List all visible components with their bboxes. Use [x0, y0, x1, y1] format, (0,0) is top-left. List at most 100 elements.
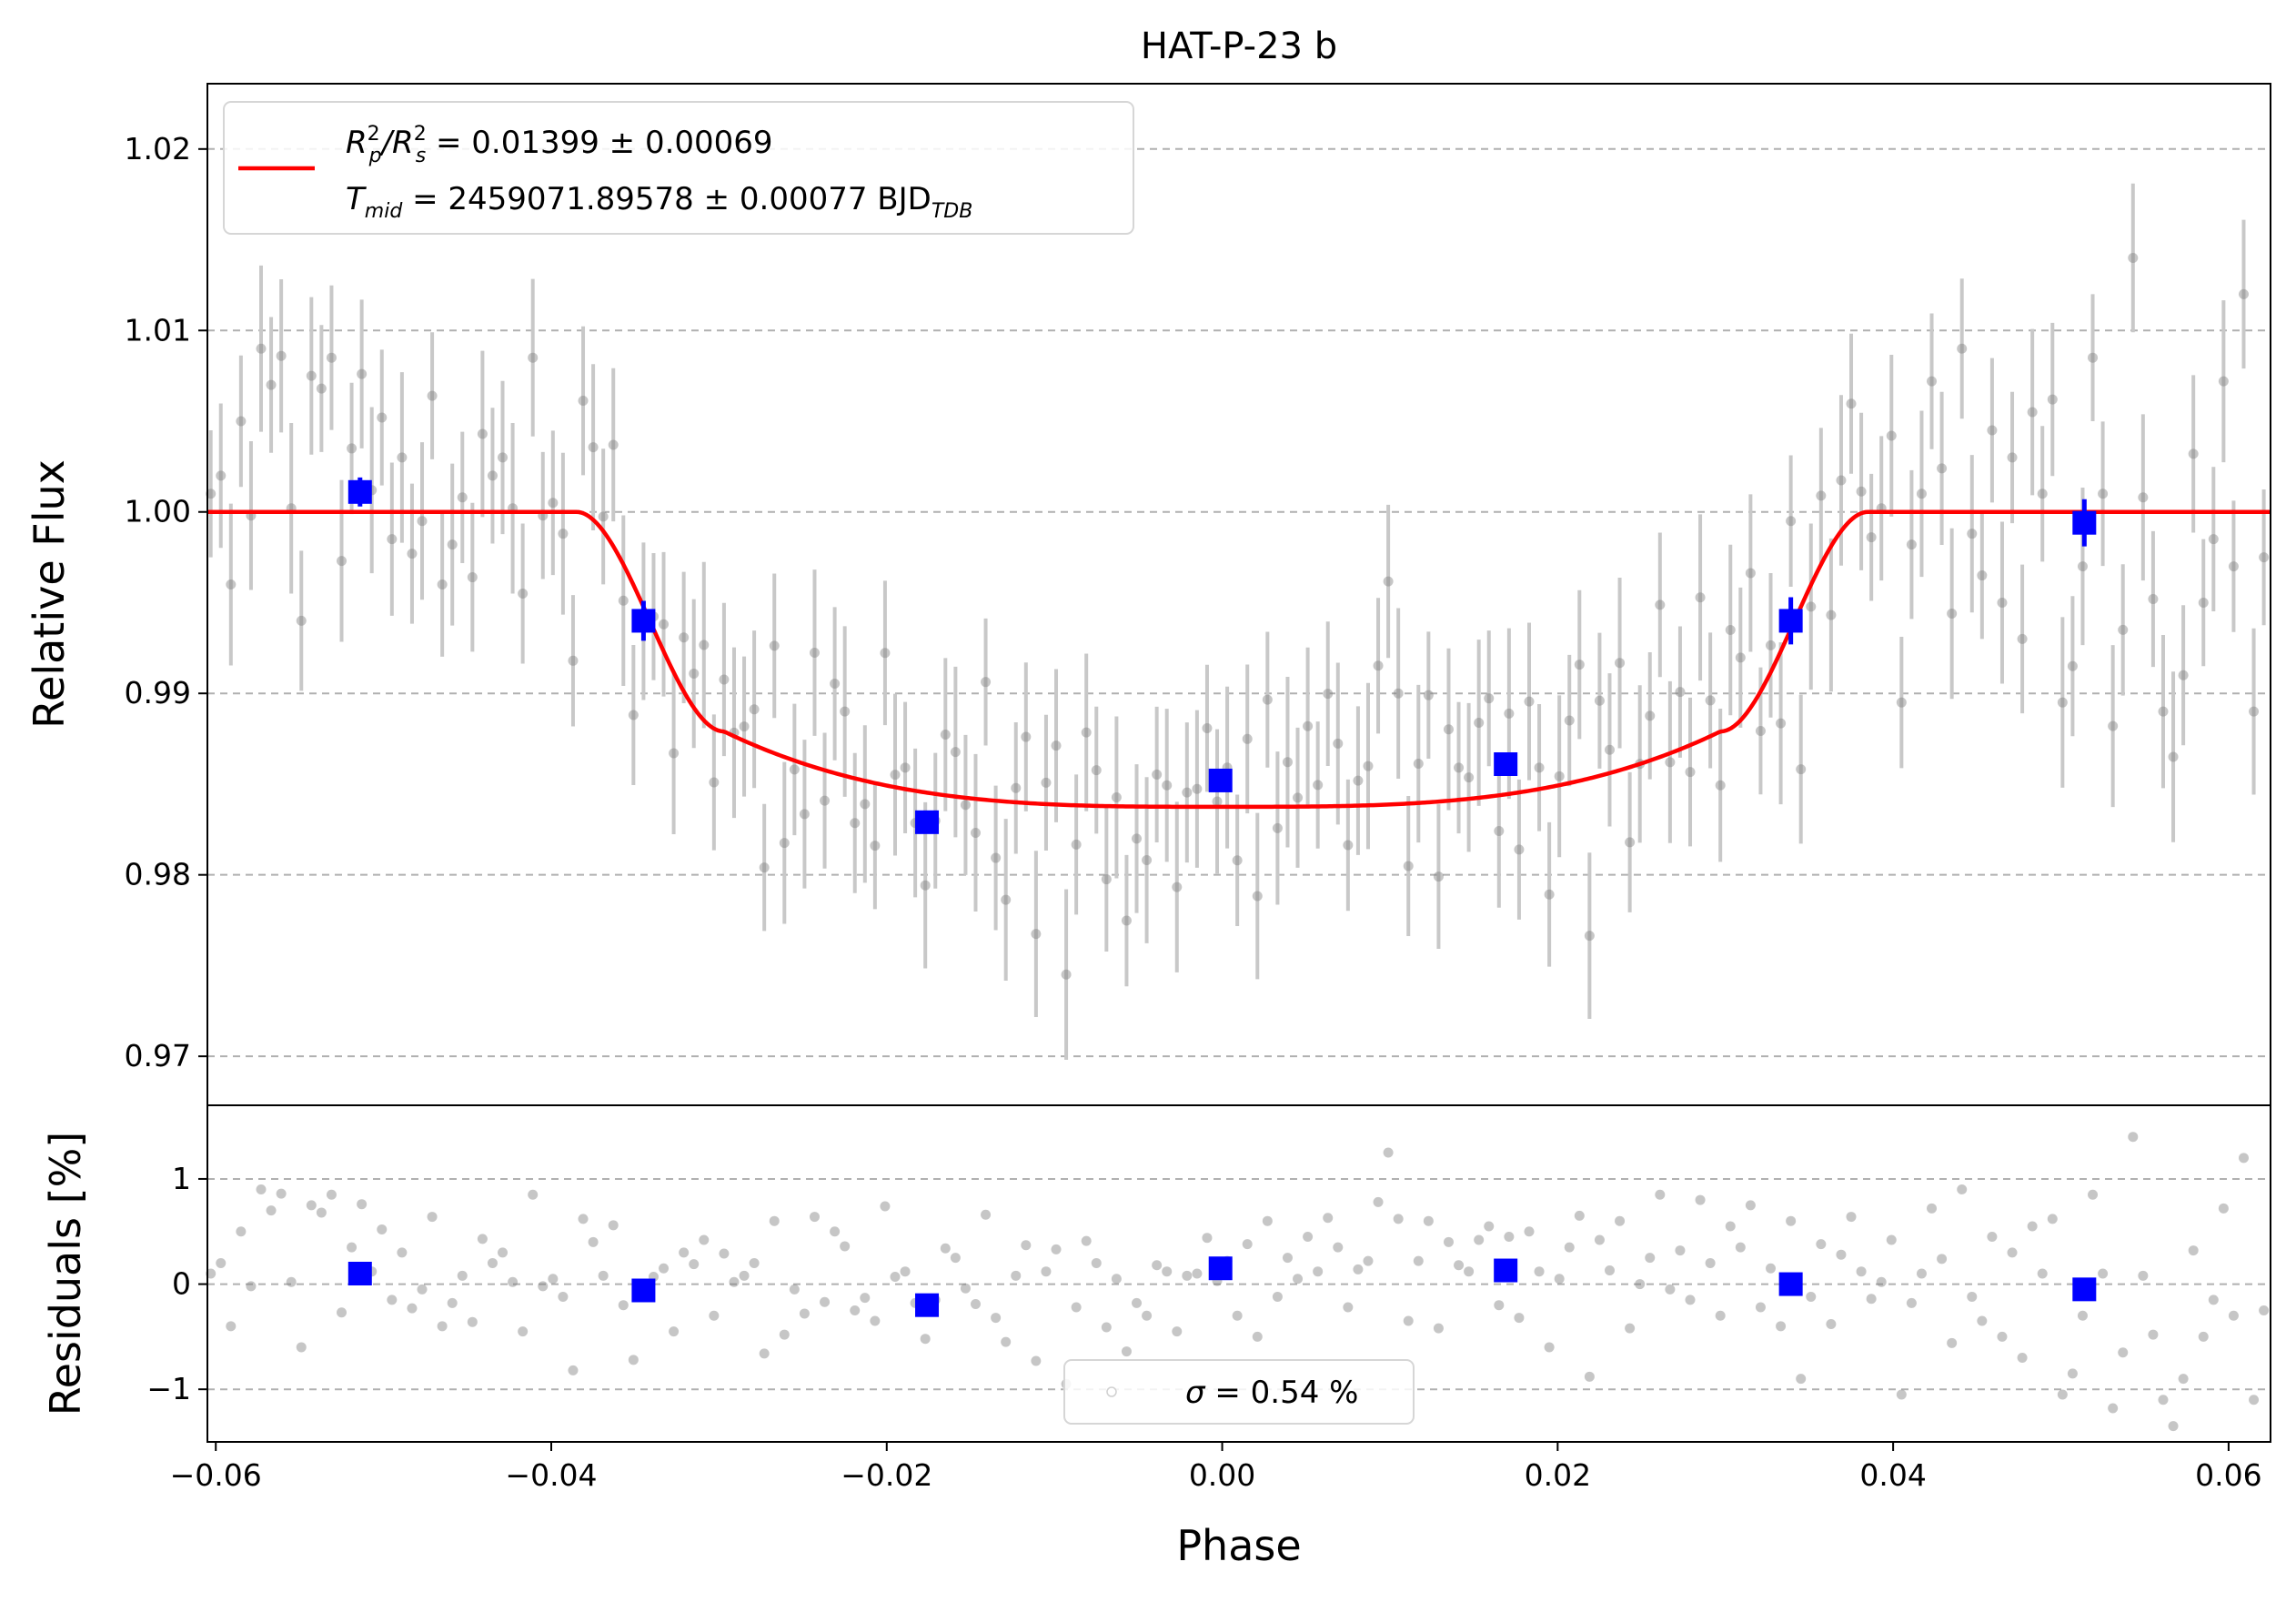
raw-point [2007, 452, 2018, 463]
residual-point [1293, 1274, 1304, 1285]
residual-point [1705, 1257, 1716, 1268]
raw-point [447, 539, 458, 550]
residual-point [457, 1270, 468, 1281]
raw-point [860, 799, 871, 810]
top-panel-y-ticks: 0.97 0.98 0.99 1.00 1.01 1.02 [125, 131, 207, 1073]
raw-point [1997, 597, 2008, 608]
residual-point [1605, 1265, 1616, 1276]
raw-point [266, 379, 277, 390]
raw-point [749, 704, 760, 715]
residual-point [2238, 1153, 2249, 1164]
residual-point [1413, 1255, 1424, 1266]
x-tick-label: 0.00 [1189, 1457, 1255, 1493]
raw-point [1977, 570, 1988, 581]
raw-point [2158, 706, 2169, 717]
raw-point [498, 452, 509, 463]
raw-point [1393, 688, 1404, 699]
residual-point [880, 1201, 891, 1212]
residual-point [1947, 1337, 1958, 1348]
residual-point [1816, 1239, 1827, 1250]
residual-point [759, 1348, 770, 1359]
residual-point [1735, 1242, 1746, 1253]
residual-point [2249, 1395, 2260, 1406]
residual-point [357, 1199, 368, 1210]
residual-point [2057, 1389, 2068, 1400]
residual-point [2148, 1329, 2159, 1340]
raw-point [1474, 718, 1485, 729]
top-y-tick-label: 1.01 [125, 312, 191, 348]
binned-residual-point [347, 1262, 372, 1285]
raw-point [1252, 891, 1263, 902]
residual-point [528, 1189, 539, 1200]
raw-point [337, 556, 347, 567]
raw-point [2148, 593, 2159, 604]
raw-point [608, 439, 619, 450]
residual-point [1152, 1260, 1163, 1271]
residual-point [1353, 1264, 1364, 1275]
residual-point [1967, 1291, 1978, 1302]
residual-point [1846, 1212, 1857, 1223]
raw-point [900, 762, 911, 773]
binned-point [1778, 609, 1803, 633]
raw-point [357, 368, 368, 379]
sigma-value: = 0.54 % [1205, 1375, 1359, 1411]
residual-point [2088, 1189, 2099, 1200]
residual-point [1011, 1270, 1022, 1281]
residual-point [1806, 1291, 1817, 1302]
residual-point [659, 1263, 670, 1274]
raw-point [1051, 741, 1062, 751]
raw-point [437, 579, 448, 590]
raw-point [1152, 769, 1163, 780]
top-panel-raw-points [206, 252, 2270, 980]
residual-point [1252, 1331, 1263, 1342]
residual-point [729, 1276, 740, 1287]
raw-point [1343, 840, 1354, 851]
raw-point [950, 747, 961, 758]
raw-point [739, 721, 750, 732]
residual-point [1625, 1323, 1636, 1334]
raw-point [820, 795, 831, 806]
residual-point [1282, 1253, 1293, 1264]
residual-point [2128, 1132, 2139, 1143]
residual-point [960, 1283, 971, 1294]
residual-point [588, 1236, 599, 1247]
residual-point [1433, 1323, 1444, 1334]
residual-point [1101, 1322, 1112, 1333]
raw-point [920, 880, 931, 891]
raw-point [1957, 343, 1968, 354]
binned-residual-point [1494, 1258, 1518, 1283]
raw-point [1514, 844, 1525, 855]
residual-point [2047, 1214, 2058, 1224]
raw-point [1766, 640, 1777, 650]
raw-point [397, 452, 408, 463]
raw-point [689, 668, 700, 679]
raw-point [548, 498, 559, 509]
top-panel-errorbars [208, 183, 2266, 1061]
raw-point [598, 511, 609, 522]
residual-point [1323, 1213, 1334, 1224]
legend-rs-sub: s [416, 145, 426, 167]
residual-point [2037, 1268, 2048, 1279]
raw-point [1192, 783, 1203, 794]
raw-point [1021, 731, 1032, 742]
residual-point [1182, 1270, 1193, 1281]
raw-point [1383, 576, 1394, 587]
residual-point [1856, 1266, 1867, 1277]
residual-point [1695, 1194, 1706, 1205]
residual-point [971, 1299, 982, 1310]
sigma-legend-box [1063, 1359, 1415, 1425]
raw-point [1303, 720, 1314, 731]
x-tick-label: −0.06 [170, 1457, 262, 1493]
raw-point [2128, 252, 2139, 263]
raw-point [1886, 430, 1897, 441]
raw-point [347, 443, 357, 454]
raw-point [387, 534, 398, 545]
residual-point [1363, 1255, 1374, 1266]
residual-point [578, 1214, 589, 1224]
legend-rp-symbol: R [346, 125, 368, 161]
residual-y-tick-label: 0 [172, 1266, 191, 1302]
residual-point [1655, 1189, 1666, 1200]
top-y-axis-label: Relative Flux [25, 459, 74, 729]
residual-point [799, 1308, 810, 1319]
raw-point [407, 549, 418, 559]
